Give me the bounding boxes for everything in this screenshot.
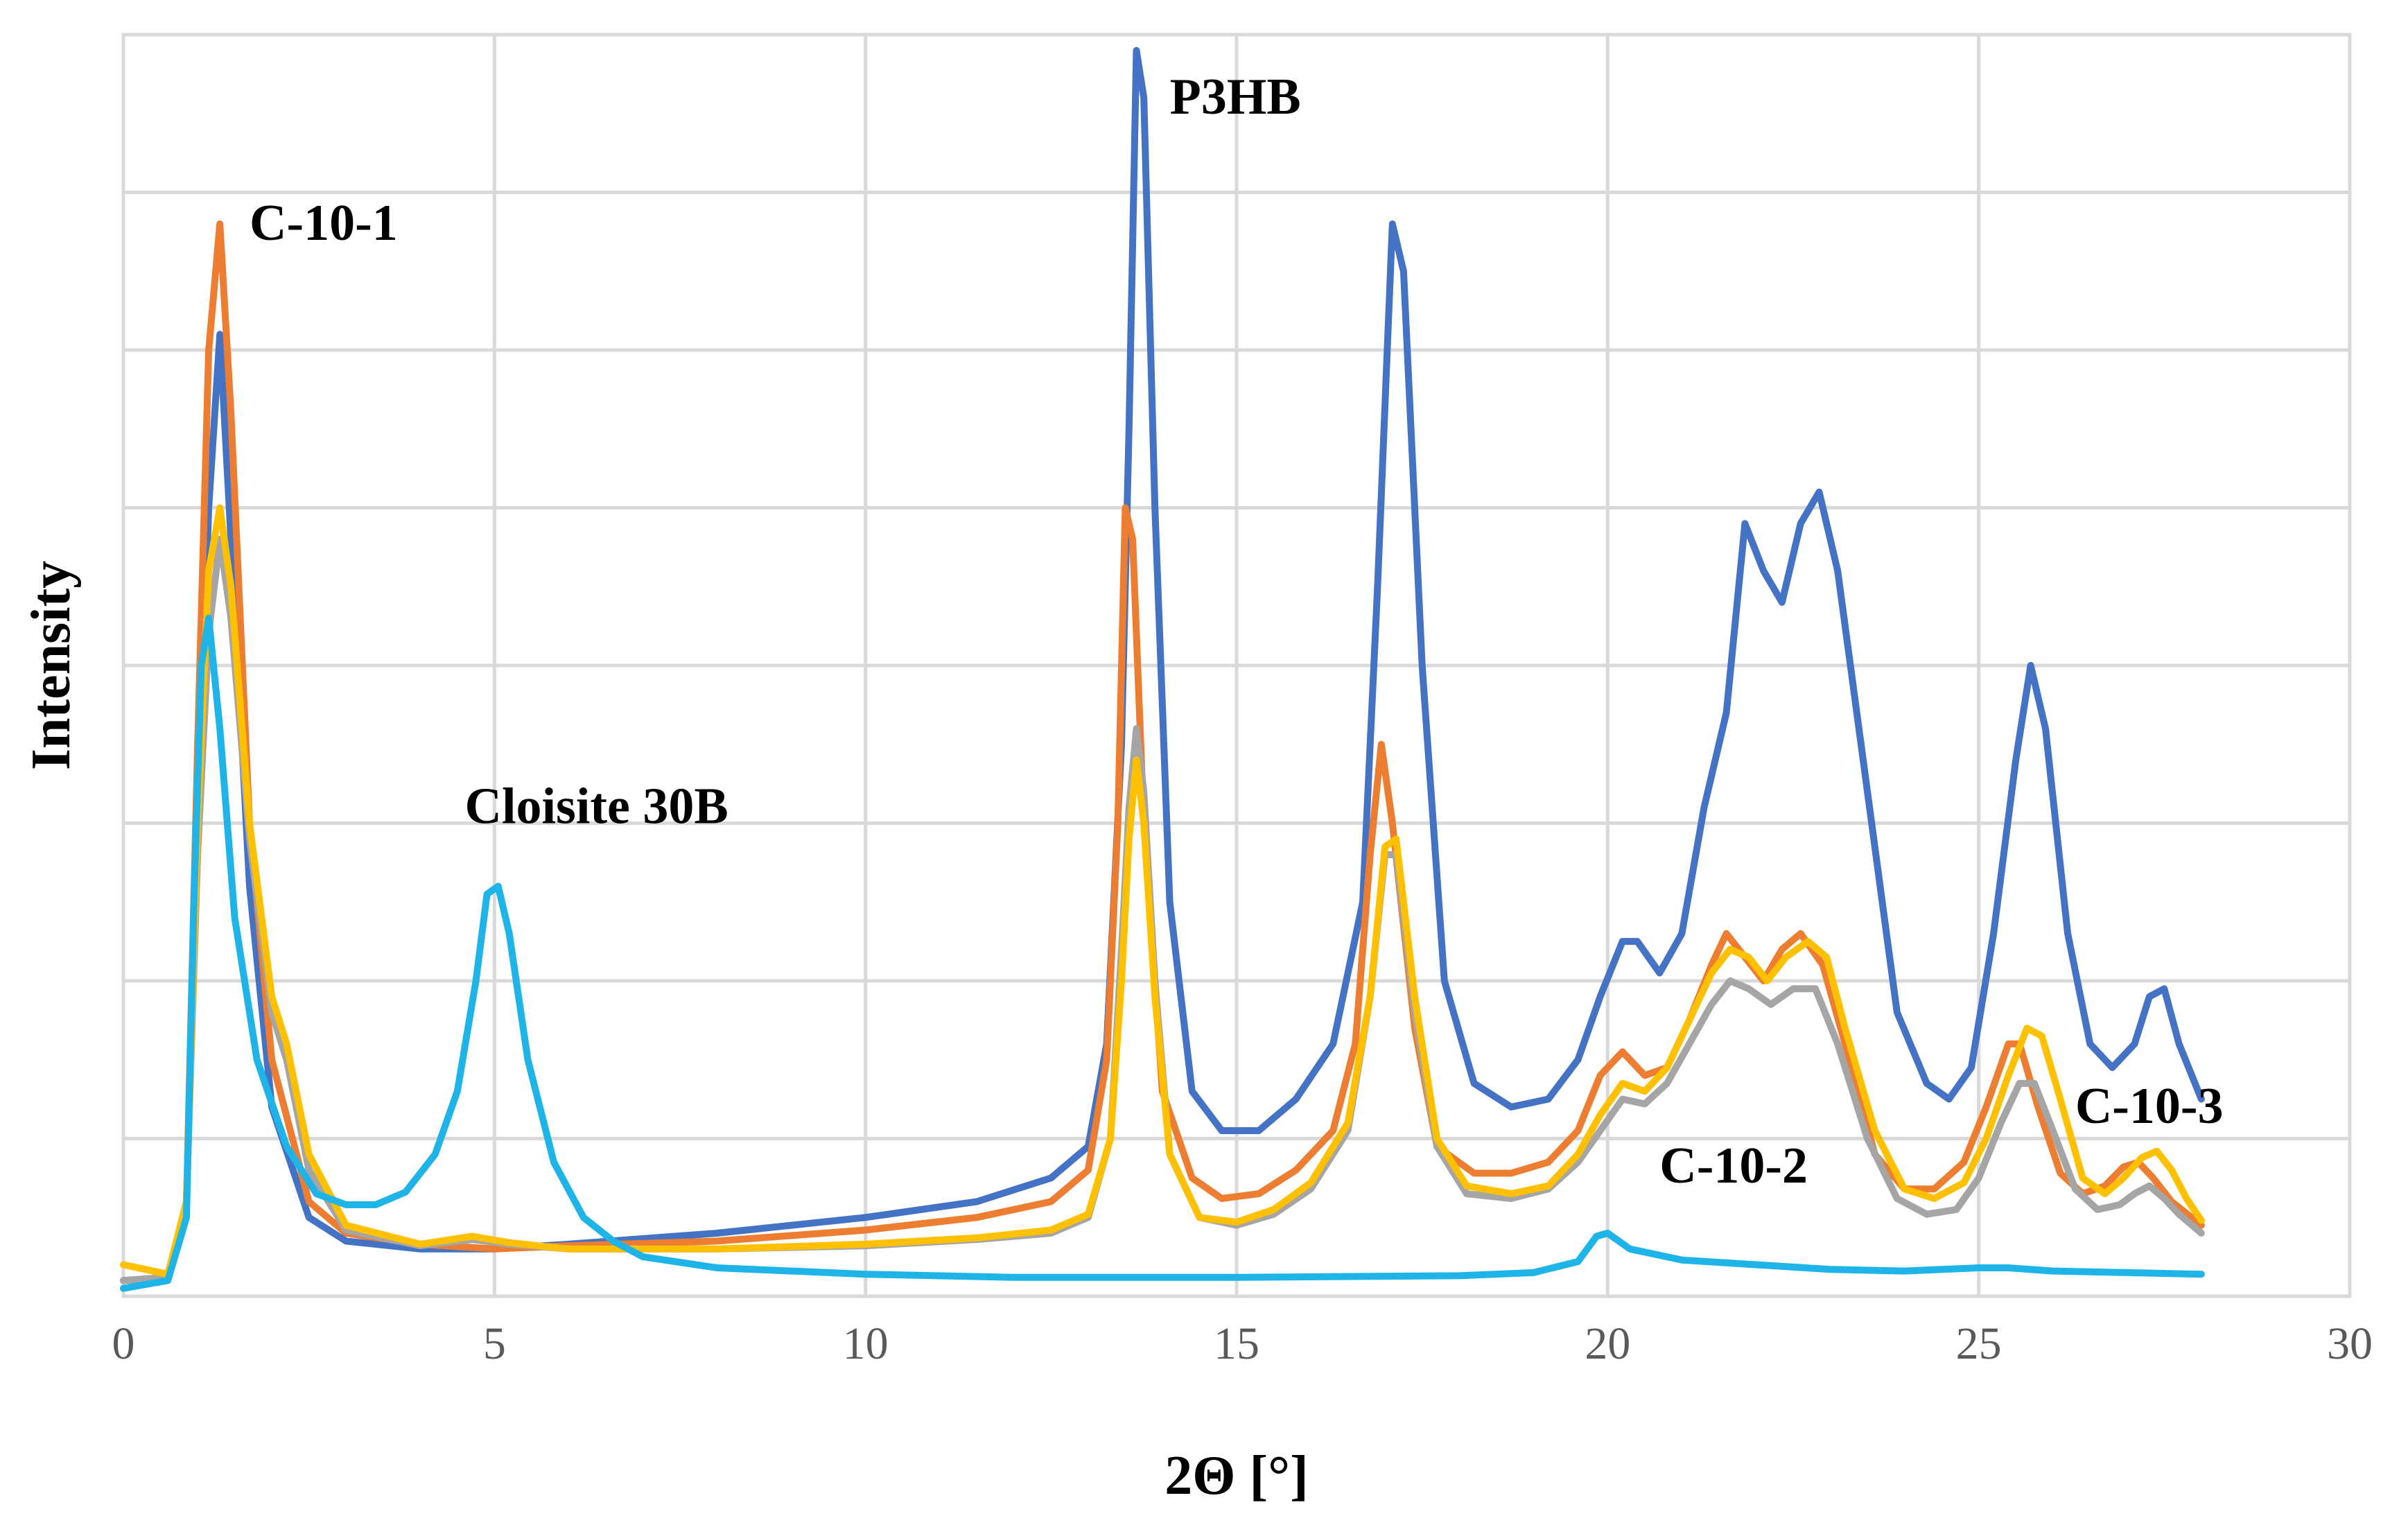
plot-area-frame — [121, 33, 2352, 1298]
peak-annotations: C-10-1 P3HB Cloisite 30B C-10-2 C-10-3 — [250, 69, 2224, 1194]
y-axis-title: Intensity — [21, 561, 82, 770]
x-tick-label: 10 — [843, 1318, 889, 1369]
annotation-p3hb: P3HB — [1170, 69, 1301, 125]
x-tick-label: 15 — [1214, 1318, 1259, 1369]
series-layer — [120, 46, 2205, 1292]
annotation-cloisite-30b: Cloisite 30B — [465, 778, 728, 835]
x-tick-label: 30 — [2327, 1318, 2373, 1369]
x-tick-label: 5 — [483, 1318, 506, 1369]
annotation-c-10-2: C-10-2 — [1659, 1138, 1808, 1194]
series-line-c-10-3 — [120, 504, 2205, 1278]
annotation-c-10-1: C-10-1 — [250, 195, 398, 252]
annotation-c-10-3: C-10-3 — [2075, 1078, 2224, 1135]
x-tick-label: 25 — [1956, 1318, 2002, 1369]
series-line-cloisite-30b — [120, 614, 2205, 1292]
x-axis-title: 2Θ [°] — [1164, 1445, 1309, 1506]
vertical-gridlines — [492, 35, 1981, 1296]
x-axis-tick-labels: 0 5 10 15 20 25 30 — [112, 1318, 2373, 1369]
x-tick-label: 0 — [112, 1318, 135, 1369]
x-tick-label: 20 — [1585, 1318, 1630, 1369]
